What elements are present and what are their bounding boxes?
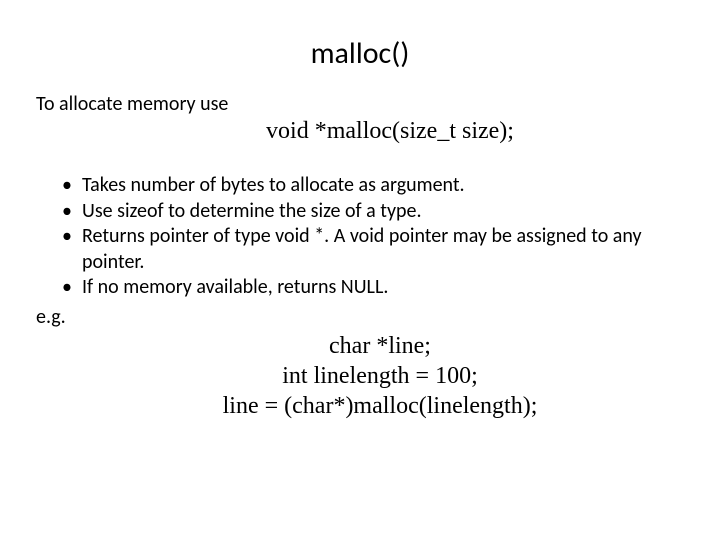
list-item: If no memory available, returns NULL.	[62, 275, 684, 301]
list-item: Returns pointer of type void *. A void p…	[62, 224, 684, 275]
list-item: Use sizeof to determine the size of a ty…	[62, 199, 684, 225]
bullet-list: Takes number of bytes to allocate as arg…	[36, 173, 684, 301]
page-title: malloc()	[36, 35, 684, 72]
code-line: int linelength = 100;	[76, 361, 684, 391]
code-line: char *line;	[76, 331, 684, 361]
code-example: char *line; int linelength = 100; line =…	[76, 331, 684, 421]
slide-content: malloc() To allocate memory use void *ma…	[0, 0, 720, 421]
list-item: Takes number of bytes to allocate as arg…	[62, 173, 684, 199]
function-signature: void *malloc(size_t size);	[96, 118, 684, 145]
code-line: line = (char*)malloc(linelength);	[76, 391, 684, 421]
intro-text: To allocate memory use	[36, 92, 684, 116]
example-label: e.g.	[36, 305, 684, 329]
